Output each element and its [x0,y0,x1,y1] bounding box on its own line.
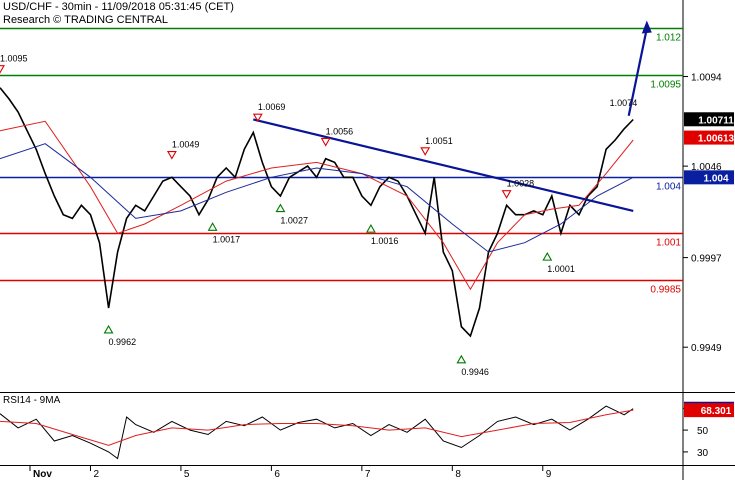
low-marker [456,354,467,364]
low-value-label: 1.0017 [213,234,241,244]
low-marker [542,252,553,261]
price-marker-label: 1.004 [703,173,728,184]
low-value-label: 1.0016 [371,236,399,246]
high-marker [501,190,512,199]
rsi-title: RSI14 - 9MA [3,395,61,406]
instrument-title: USD/CHF - 30min - 11/09/2018 05:31:45 (C… [3,1,234,13]
y-tick-label: 1.0046 [691,162,722,173]
low-marker [207,222,218,231]
series-slow_ma [0,143,634,253]
source-label: Research © TRADING CENTRAL [3,14,168,26]
x-tick-label: 7 [365,469,371,480]
level-label: 1.001 [656,238,681,249]
high-marker [252,113,263,123]
low-value-label: 0.9962 [109,337,137,347]
y-tick-label: 1.0094 [691,73,722,84]
rsi-series-9MA [0,409,634,446]
rsi-marker-label: 68.301 [701,406,732,417]
x-tick-label: 9 [546,469,552,480]
x-tick-label: Nov [33,469,52,480]
level-label: 1.012 [656,33,681,44]
series-price [0,87,634,338]
price-marker-box [684,170,734,185]
price-marker-box [684,112,734,127]
high-value-label: 1.0028 [507,179,535,189]
projection-arrow-head [641,20,652,34]
high-value-label: 1.0095 [0,54,28,64]
x-tick-label: 6 [274,469,280,480]
rsi-series-RSI14 [0,405,634,460]
price-marker-box [684,130,734,145]
high-marker [0,65,5,74]
rsi-y-tick-label: 50 [697,426,709,437]
y-tick-label: 0.9997 [691,254,722,265]
x-tick-label: 8 [455,469,461,480]
high-value-label: 1.0051 [425,136,453,146]
rsi-marker-box [684,403,734,418]
low-marker [275,203,286,213]
high-marker [420,147,431,156]
high-marker [320,137,331,147]
rsi-y-tick-label: 30 [697,448,709,459]
high-value-label: 1.0056 [326,126,354,136]
projection-arrow [627,28,648,116]
low-value-label: 1.0027 [280,216,308,226]
level-label: 1.0095 [650,80,681,91]
low-value-label: 0.9946 [461,367,489,377]
low-marker [365,224,376,233]
x-tick-label: 2 [93,469,99,480]
low-marker [103,324,114,334]
x-tick-label: 5 [184,469,190,480]
high-value-label: 1.0049 [172,140,200,150]
low-value-label: 1.0001 [547,264,575,274]
high-marker [166,150,177,160]
level-label: 0.9985 [650,285,681,296]
level-label: 1.004 [656,182,681,193]
high-value-label: 1.0069 [258,102,286,112]
price-marker-label: 1.00613 [698,134,735,145]
y-tick-label: 0.9949 [691,343,722,354]
trendline [253,118,634,213]
series-fast_ma [0,120,634,291]
value-label: 1.0074 [610,98,638,108]
price-marker-label: 1.00711 [698,115,734,126]
